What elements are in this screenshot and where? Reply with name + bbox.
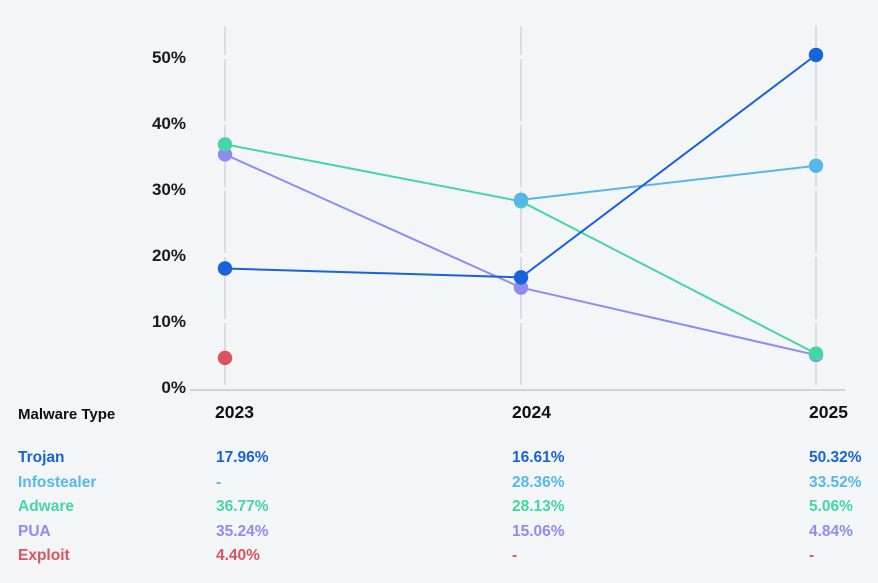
y-tick-label-50: 50% bbox=[152, 48, 186, 67]
data-point-adware-2023[interactable] bbox=[217, 137, 233, 152]
row-value-2025: 33.52% bbox=[809, 473, 862, 491]
series-line-infostealer bbox=[520, 164, 817, 201]
row-value-2025: 5.06% bbox=[809, 498, 853, 516]
y-tick-label-40: 40% bbox=[152, 114, 186, 133]
table-row-trojan: Trojan 17.96% 16.61% 50.32% bbox=[0, 446, 878, 471]
row-value-2024: 28.36% bbox=[512, 473, 565, 491]
row-value-2025: 4.84% bbox=[809, 522, 853, 540]
column-header-malware-type: Malware Type bbox=[18, 406, 116, 423]
row-value-2024: 15.06% bbox=[512, 522, 565, 540]
y-tick-label-20: 20% bbox=[152, 246, 186, 265]
data-point-trojan-2023[interactable] bbox=[217, 261, 233, 276]
row-value-2024: - bbox=[512, 547, 518, 565]
table-row-pua: PUA 35.24% 15.06% 4.84% bbox=[0, 520, 878, 545]
table-row-infostealer: Infostealer - 28.36% 33.52% bbox=[0, 471, 878, 496]
row-value-2023: - bbox=[216, 473, 222, 491]
row-label: Trojan bbox=[18, 449, 65, 466]
row-value-2025: - bbox=[809, 547, 815, 565]
column-header-2023: 2023 bbox=[215, 402, 254, 422]
y-tick-label-10: 10% bbox=[152, 312, 186, 331]
row-value-2023: 4.40% bbox=[216, 547, 260, 565]
row-label: Infostealer bbox=[18, 473, 97, 491]
table-row-adware: Adware 36.77% 28.13% 5.06% bbox=[0, 495, 878, 520]
data-point-adware-2025[interactable] bbox=[808, 346, 824, 361]
malware-table: Trojan 17.96% 16.61% 50.32% Infostealer … bbox=[0, 446, 878, 569]
data-point-trojan-2025[interactable] bbox=[808, 47, 824, 63]
column-header-2024: 2024 bbox=[512, 402, 551, 422]
y-tick-label-30: 30% bbox=[152, 180, 186, 199]
row-label: PUA bbox=[18, 522, 51, 540]
row-value-2024: 16.61% bbox=[512, 449, 565, 466]
row-value-2025: 50.32% bbox=[809, 449, 862, 466]
row-value-2023: 35.24% bbox=[216, 522, 269, 540]
row-value-2023: 36.77% bbox=[216, 498, 269, 516]
row-value-2023: 17.96% bbox=[216, 449, 269, 466]
data-point-trojan-2024[interactable] bbox=[513, 270, 529, 285]
row-label: Exploit bbox=[18, 547, 70, 565]
data-point-infostealer-2025[interactable] bbox=[808, 158, 824, 173]
table-row-exploit: Exploit 4.40% - - bbox=[0, 544, 878, 569]
data-point-infostealer-2024[interactable] bbox=[513, 192, 529, 208]
row-value-2024: 28.13% bbox=[512, 498, 565, 516]
column-header-2025: 2025 bbox=[809, 402, 848, 422]
row-label: Adware bbox=[18, 498, 74, 516]
data-point-pua-2023[interactable] bbox=[217, 147, 233, 162]
data-point-exploit-2023[interactable] bbox=[217, 350, 233, 366]
line-chart: 0% 10% 20% 30% 40% 50% bbox=[152, 26, 845, 397]
y-tick-label-0: 0% bbox=[161, 378, 186, 397]
data-point-pua-2024[interactable] bbox=[513, 280, 529, 295]
